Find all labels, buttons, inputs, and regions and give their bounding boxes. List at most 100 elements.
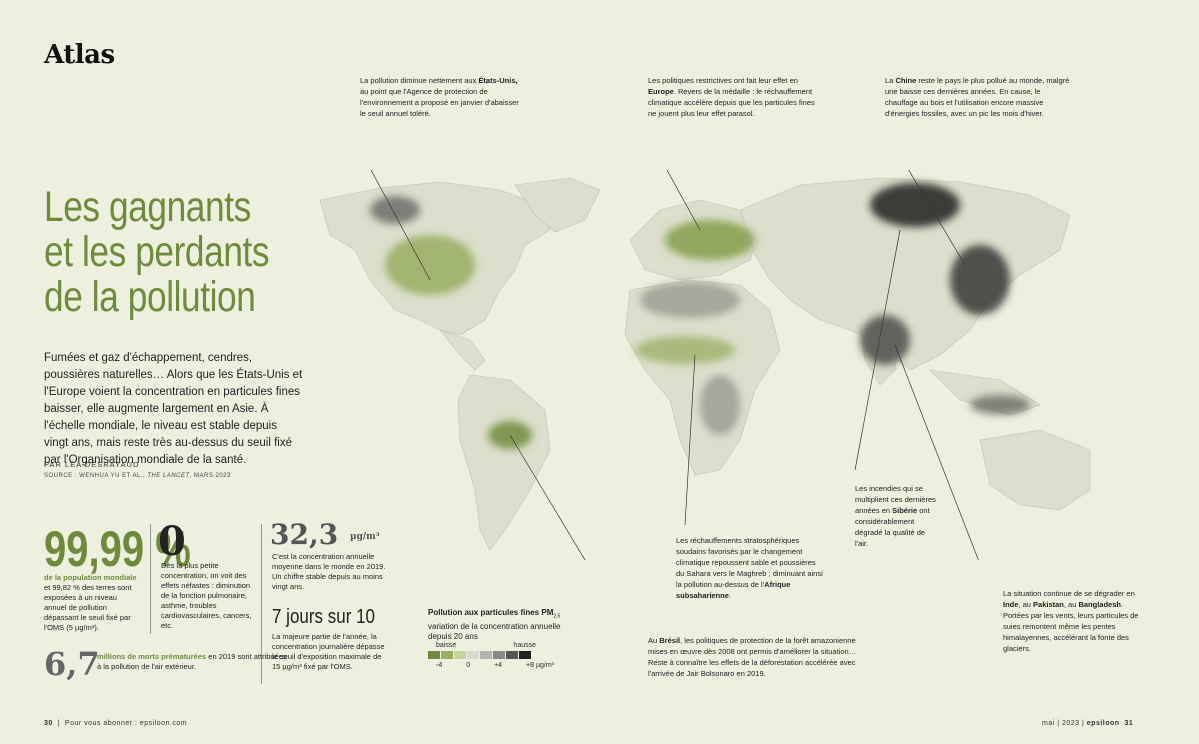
stat-population-rest: et 99,82 % des terres sont exposées à un… [44,583,132,632]
india-increase [860,315,910,365]
south-america [457,374,551,551]
annotation-usa: La pollution diminue nettement aux États… [360,75,525,119]
sahara-increase [640,282,740,318]
brand-name: epsiloon [1086,720,1120,727]
stat-zero-text: Dès la plus petite concentration, on voi… [161,561,252,630]
note-siberia-post: ont considérablement dégradé la qualité … [855,506,930,548]
leader-usa [370,170,431,281]
note-brazil-bold: Brésil [659,636,681,645]
note-siberia-pre: Les incendies qui se multiplient ces der… [855,484,936,515]
stat-days-text: La majeure partie de l'année, la concent… [272,632,385,671]
page-number-right: 31 [1124,720,1134,727]
china-increase [950,245,1010,315]
note-usa-post: au point que l'Agence de protection de l… [360,87,519,118]
annotation-india: La situation continue de se dégrader en … [1003,588,1143,654]
legend-swatches [428,651,558,659]
legend-swatch [454,651,466,659]
leader-siberia [854,229,901,471]
lede-paragraph: Fumées et gaz d'échappement, cendres, po… [44,352,303,466]
page-number-left: 30 [44,720,53,727]
note-india-post: . Portées par les vents, leurs particule… [1003,600,1139,653]
legend-swatch [480,651,492,659]
usa-decrease [385,235,475,295]
note-europe-post: . Revers de la médaille : le réchauffeme… [648,87,815,118]
stat-population-value: 99,99 % [44,521,191,577]
note-india-bold3: Bangladesh [1078,600,1121,609]
subscribe-link[interactable]: Pour vous abonner : epsiloon.com [64,720,188,727]
sahel-decrease [635,336,735,364]
note-europe-bold: Europe [648,87,674,96]
headline-line: et les perdants [44,228,270,276]
legend-swatch [428,651,440,659]
note-siberia-bold: Sibérie [892,506,918,515]
legend-tick: 0 [466,662,471,669]
stat-concentration-text: C'est la concentration annuelle moyenne … [272,552,386,591]
leader-africa [684,354,696,526]
leader-china [908,170,966,266]
stat-deaths-text: millions de morts prématurées en 2019 so… [97,652,287,672]
legend-swatch [441,651,453,659]
source-prefix: SOURCE : WENHUA YU ET AL., [44,473,148,479]
source-suffix: , MARS 2023 [189,473,231,479]
note-india-mid1: , au [1018,600,1034,609]
australia [979,429,1091,511]
headline-line: de la pollution [44,273,256,321]
leader-brazil [509,434,586,560]
siberia-increase [870,183,960,227]
legend-subtitle: variation de la concentration annuelle d… [428,621,561,641]
land-masses [319,177,1091,551]
annotation-europe: Les politiques restrictives ont fait leu… [648,75,818,119]
legend-hausse: hausse [513,642,536,649]
europe-decrease [665,220,755,260]
legend-swatch [493,651,505,659]
congo-increase [700,375,740,435]
source-line: SOURCE : WENHUA YU ET AL., THE LANCET, M… [44,473,231,479]
legend-title: Pollution aux particules fines PM2,5 vari… [428,608,578,642]
legend-swatch [467,651,479,659]
legend-tick: -4 [436,662,443,669]
note-china-bold: Chine [895,76,917,85]
note-brazil-post: , les politiques de protection de la for… [648,636,857,678]
note-india-mid2: , au [1063,600,1079,609]
note-china-pre: La [885,76,896,85]
note-africa-post: . [728,591,732,600]
canada-increase [370,196,420,224]
stat-deaths-bold: millions de morts prématurées [97,652,207,661]
note-africa-pre: Les réchauffements stratosphériques soud… [676,536,823,589]
headline-line: Les gagnants [44,183,251,231]
divider [261,524,262,684]
byline: PAR LÉA DESRAYAUD [44,460,140,469]
issue-date: mai | 2023 | [1042,720,1085,727]
leader-lines [370,170,979,560]
central-america [439,329,486,371]
legend-swatch [506,651,518,659]
stat-deaths-value: 6,7 [44,645,100,683]
annotation-brazil: Au Brésil, les politiques de protection … [648,635,858,679]
annotation-china: La Chine reste le pays le plus pollué au… [885,75,1075,119]
headline: Les gagnants et les perdants de la pollu… [44,185,315,320]
note-india-pre: La situation continue de se dégrader en [1003,589,1135,598]
legend-swatch [519,651,531,659]
stat-population-bold: de la population mondiale [44,573,137,582]
pollution-overlay [370,183,1030,449]
legend-scale: baisse hausse -4 0 +4 +8 µg/m³ [428,642,558,669]
note-china-post: reste le pays le plus pollué au monde, m… [885,76,1070,118]
footer-right: mai | 2023 | epsiloon 31 [1042,720,1133,727]
annotation-africa: Les réchauffements stratosphériques soud… [676,535,826,601]
stat-days-value: 7 jours sur 10 [272,606,375,628]
greenland [514,177,601,233]
stat-concentration-unit: µg/m³ [350,532,380,542]
indonesia-increase [970,395,1030,415]
note-india-bold1: Inde [1003,600,1019,609]
legend-ticks: -4 0 +4 +8 µg/m³ [428,662,554,669]
source-journal: THE LANCET [147,473,190,479]
stat-deaths-rest: en 2019 sont attribuées à la pollution d… [97,652,287,671]
note-india-bold2: Pakistan [1033,600,1064,609]
stat-population-text: de la population mondiale et 99,82 % des… [44,573,139,633]
note-usa-bold: États-Unis, [478,76,518,85]
africa [624,279,781,476]
legend-tick: +4 [494,662,503,669]
note-usa-pre: La pollution diminue nettement aux [360,76,479,85]
footer-left: 30 | Pour vous abonner : epsiloon.com [44,720,188,727]
leader-europe [666,170,701,231]
